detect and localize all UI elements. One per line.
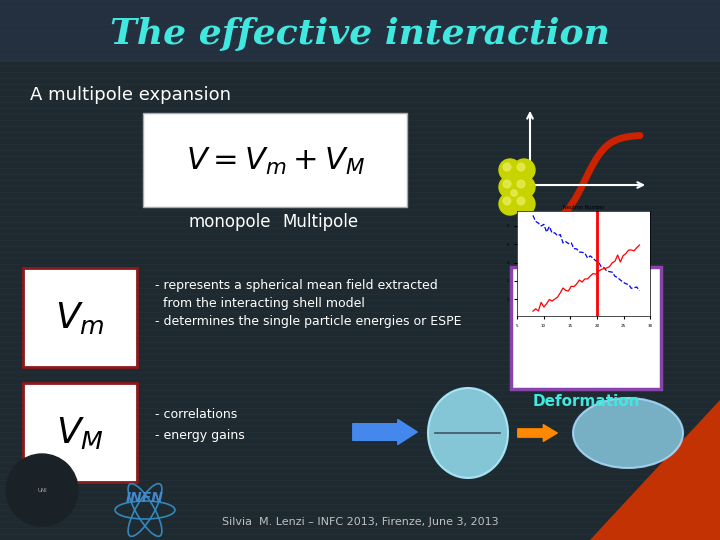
Circle shape <box>517 197 525 205</box>
Circle shape <box>517 180 525 188</box>
Text: - represents a spherical mean field extracted: - represents a spherical mean field extr… <box>155 279 438 292</box>
Text: A multipole expansion: A multipole expansion <box>30 86 231 104</box>
Text: Silvia  M. Lenzi – INFC 2013, Firenze, June 3, 2013: Silvia M. Lenzi – INFC 2013, Firenze, Ju… <box>222 517 498 527</box>
Circle shape <box>499 193 521 215</box>
Circle shape <box>513 159 535 181</box>
Circle shape <box>503 163 511 171</box>
Circle shape <box>511 190 517 196</box>
Ellipse shape <box>573 398 683 468</box>
Text: INFN: INFN <box>126 491 164 505</box>
Text: from the interacting shell model: from the interacting shell model <box>155 296 365 309</box>
Text: $V = V_m + V_M$: $V = V_m + V_M$ <box>186 145 364 177</box>
Text: The effective interaction: The effective interaction <box>110 17 610 51</box>
Circle shape <box>508 187 526 205</box>
Circle shape <box>503 197 511 205</box>
FancyBboxPatch shape <box>23 383 137 482</box>
Text: Deformation: Deformation <box>532 395 640 409</box>
Circle shape <box>503 180 511 188</box>
FancyArrowPatch shape <box>518 424 557 441</box>
Circle shape <box>6 454 78 526</box>
Text: - correlations: - correlations <box>155 408 238 422</box>
FancyArrowPatch shape <box>353 420 417 444</box>
Text: $V_M$: $V_M$ <box>56 415 104 451</box>
Text: - energy gains: - energy gains <box>155 429 245 442</box>
Ellipse shape <box>428 388 508 478</box>
Text: UNI: UNI <box>37 488 47 492</box>
Title: Neutron Number: Neutron Number <box>563 205 604 210</box>
FancyBboxPatch shape <box>511 267 661 389</box>
Text: - determines the single particle energies or ESPE: - determines the single particle energie… <box>155 314 462 327</box>
Circle shape <box>499 176 521 198</box>
Text: monopole: monopole <box>189 213 271 231</box>
Circle shape <box>513 193 535 215</box>
Polygon shape <box>590 400 720 540</box>
FancyBboxPatch shape <box>0 0 720 62</box>
FancyBboxPatch shape <box>143 113 407 207</box>
FancyBboxPatch shape <box>23 268 137 367</box>
Circle shape <box>513 176 535 198</box>
Text: $V_m$: $V_m$ <box>55 300 105 336</box>
Text: Multipole: Multipole <box>282 213 358 231</box>
Circle shape <box>517 163 525 171</box>
Circle shape <box>499 159 521 181</box>
